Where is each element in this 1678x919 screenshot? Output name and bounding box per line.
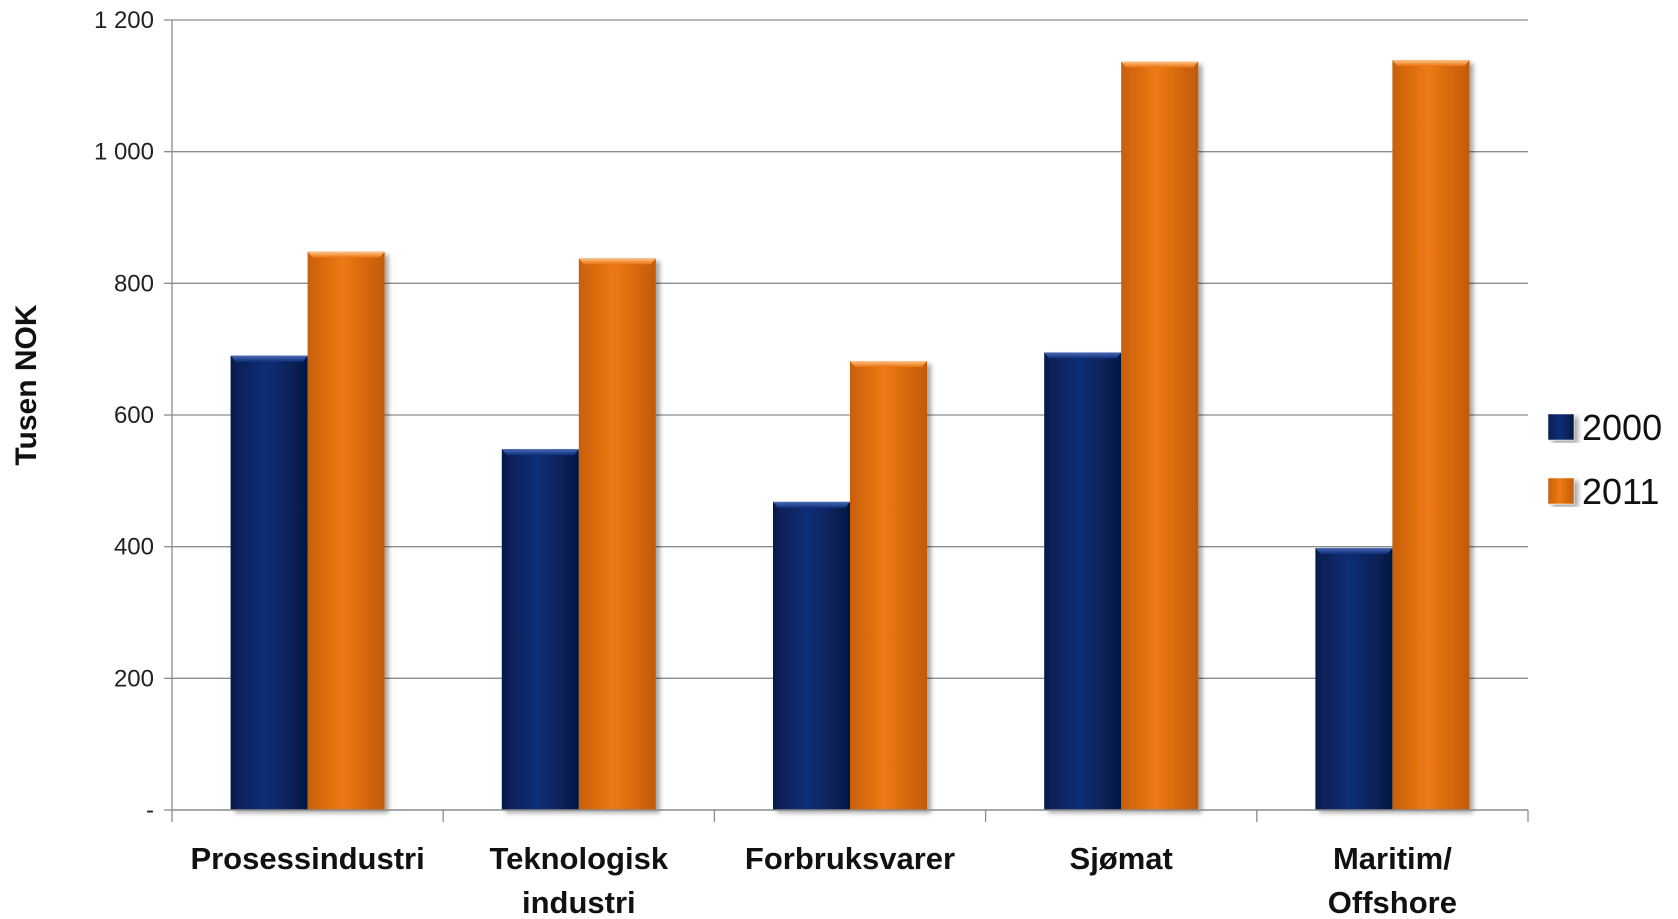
category-label: industri [522, 885, 636, 914]
bar-bevel [773, 501, 850, 508]
category-label: Maritim/ [1333, 841, 1452, 876]
bar-bevel [850, 361, 927, 368]
bar-body [1044, 352, 1122, 810]
y-tick-label: 1 000 [94, 139, 154, 166]
y-tick-label: 800 [114, 270, 154, 297]
category-labels: Prosessindustri Teknologisk industri Forbru… [190, 841, 1457, 919]
bar-body [578, 258, 656, 811]
bar-body [850, 361, 927, 810]
bar-bevel [1392, 60, 1470, 67]
bar-2011-0 [307, 251, 385, 810]
bar-2000-3 [1044, 352, 1122, 810]
bar-2011-3 [1121, 61, 1199, 811]
bar-bevel [501, 449, 579, 456]
bar-bevel [230, 355, 308, 362]
legend-label: 2011 [1582, 471, 1659, 512]
legend-label: 2000 [1582, 407, 1662, 448]
y-axis-label: Tusen NOK [10, 304, 43, 465]
y-tick-label: 400 [114, 534, 154, 561]
y-tick-label: 200 [114, 665, 154, 692]
legend-swatch [1547, 413, 1575, 441]
category-label: Offshore [1328, 885, 1457, 914]
legend-item-2000: 2000 [1547, 407, 1662, 448]
bar-2011-1 [578, 258, 656, 811]
legend: 2000 2011 [1547, 407, 1662, 512]
category-label: Prosessindustri [190, 841, 424, 876]
x-axis [171, 809, 1529, 822]
bars [230, 60, 1470, 811]
bar-bevel [1315, 547, 1393, 554]
bar-bevel [307, 251, 385, 258]
bar-body [307, 251, 385, 810]
y-tick-labels: - 200 400 600 800 1 000 1 200 [94, 7, 154, 824]
bar-2011-2 [850, 361, 927, 810]
bar-2000-4 [1315, 547, 1393, 810]
bar-bevel [1121, 61, 1199, 68]
bar-body [230, 355, 308, 810]
bar-2000-1 [501, 449, 579, 810]
category-label: Teknologisk [490, 841, 669, 876]
bar-body [1121, 61, 1199, 811]
bar-bevel [1044, 352, 1122, 359]
bar-bevel [578, 258, 656, 265]
y-tick-label: 600 [114, 402, 154, 429]
category-label: Forbruksvarer [745, 841, 955, 876]
bar-2000-2 [773, 501, 850, 810]
legend-swatch [1547, 477, 1575, 505]
category-label: Sjømat [1070, 841, 1173, 876]
bar-2011-4 [1392, 60, 1470, 811]
y-tick-label: - [146, 797, 154, 824]
bar-body [1315, 547, 1393, 810]
bar-body [501, 449, 579, 810]
legend-item-2011: 2011 [1547, 471, 1659, 512]
y-tick-label: 1 200 [94, 7, 154, 34]
bar-body [1392, 60, 1470, 811]
bar-2000-0 [230, 355, 308, 810]
bar-body [773, 501, 850, 810]
